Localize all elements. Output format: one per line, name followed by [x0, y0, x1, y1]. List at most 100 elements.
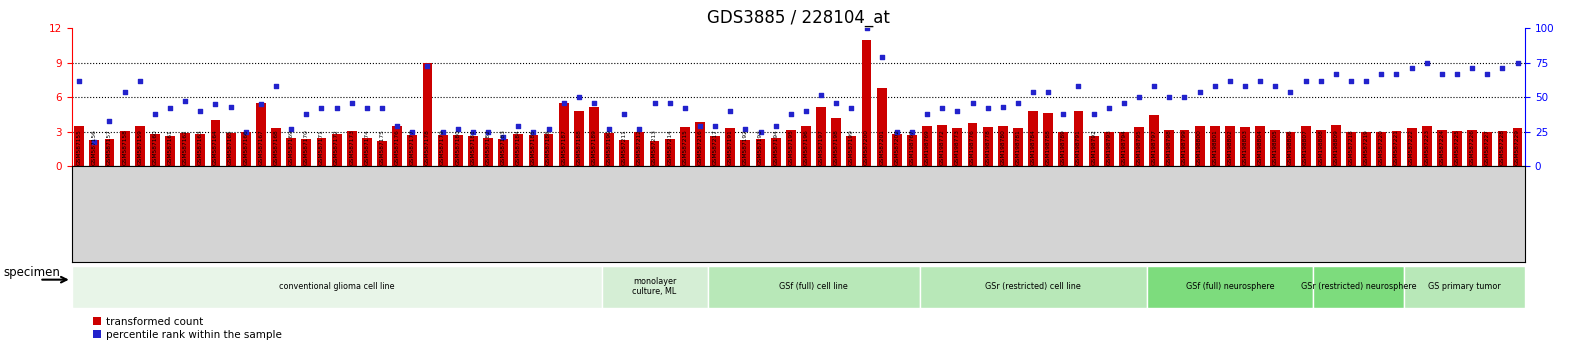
Point: [688, 124, 713, 129]
Point: [400, 129, 425, 135]
Bar: [847, 136, 856, 166]
Text: GDS3885 / 228104_at: GDS3885 / 228104_at: [707, 9, 890, 27]
Bar: [1270, 130, 1280, 166]
Point: [111, 89, 137, 95]
Bar: [543, 134, 554, 166]
Bar: [1347, 132, 1356, 166]
Bar: [210, 120, 220, 166]
Point: [914, 111, 939, 117]
Bar: [498, 139, 508, 166]
Bar: [1119, 132, 1129, 166]
Point: [778, 111, 804, 117]
Bar: [1164, 130, 1175, 166]
Point: [1126, 95, 1151, 100]
Point: [823, 100, 849, 106]
Bar: [529, 135, 538, 166]
Bar: [1043, 113, 1054, 166]
Bar: [952, 129, 962, 166]
Bar: [1468, 130, 1477, 166]
Point: [323, 105, 349, 111]
Point: [218, 104, 244, 110]
Point: [353, 105, 379, 111]
Point: [1430, 71, 1455, 77]
Bar: [968, 123, 977, 166]
Point: [1232, 84, 1258, 89]
Point: [293, 111, 318, 117]
Bar: [710, 136, 720, 166]
Bar: [982, 127, 992, 166]
Point: [1157, 95, 1183, 100]
Point: [567, 95, 592, 100]
Bar: [1331, 125, 1340, 166]
Point: [1353, 78, 1379, 84]
Bar: [1194, 126, 1205, 166]
Bar: [1210, 126, 1219, 166]
Bar: [1391, 131, 1401, 166]
Point: [763, 124, 788, 129]
Bar: [1180, 130, 1189, 166]
Point: [1218, 78, 1243, 84]
Point: [853, 25, 879, 31]
Text: GS primary tumor: GS primary tumor: [1428, 282, 1501, 291]
Bar: [605, 133, 615, 166]
Bar: [1301, 126, 1310, 166]
Bar: [756, 139, 766, 166]
Point: [172, 99, 197, 104]
Bar: [347, 131, 357, 166]
Bar: [589, 107, 599, 166]
FancyBboxPatch shape: [1404, 266, 1525, 308]
Bar: [831, 118, 841, 166]
Point: [67, 78, 92, 84]
Point: [1278, 89, 1304, 95]
Bar: [150, 134, 159, 166]
Point: [793, 108, 818, 114]
Bar: [1361, 132, 1371, 166]
Point: [309, 105, 334, 111]
Point: [142, 111, 167, 117]
Point: [430, 129, 455, 135]
Bar: [135, 126, 145, 166]
Point: [1490, 65, 1516, 71]
Point: [809, 92, 834, 97]
Bar: [619, 140, 629, 166]
Bar: [817, 107, 826, 166]
Point: [990, 104, 1016, 110]
Bar: [1317, 130, 1326, 166]
Point: [279, 126, 304, 132]
Bar: [696, 121, 705, 166]
Bar: [452, 135, 463, 166]
Point: [1414, 60, 1439, 66]
Bar: [1073, 111, 1084, 166]
Bar: [1134, 127, 1145, 166]
Bar: [317, 138, 326, 166]
Point: [1065, 84, 1091, 89]
Bar: [1013, 129, 1022, 166]
Bar: [119, 131, 129, 166]
FancyBboxPatch shape: [1313, 266, 1404, 308]
Bar: [271, 129, 280, 166]
Point: [627, 126, 653, 132]
Bar: [408, 135, 417, 166]
Text: GSr (restricted) cell line: GSr (restricted) cell line: [985, 282, 1081, 291]
Point: [1020, 89, 1046, 95]
Text: monolayer
culture, ML: monolayer culture, ML: [632, 277, 677, 296]
Bar: [559, 103, 568, 166]
Point: [1323, 71, 1348, 77]
Bar: [1059, 132, 1068, 166]
Point: [1248, 78, 1274, 84]
Point: [476, 129, 501, 135]
Text: GSf (full) neurosphere: GSf (full) neurosphere: [1186, 282, 1274, 291]
Point: [899, 129, 925, 135]
Point: [1399, 65, 1425, 71]
Bar: [861, 40, 871, 166]
Point: [1309, 78, 1334, 84]
Bar: [226, 133, 236, 166]
Point: [248, 101, 274, 107]
Bar: [771, 138, 780, 166]
FancyBboxPatch shape: [920, 266, 1146, 308]
Point: [490, 135, 516, 140]
Point: [1051, 111, 1076, 117]
Bar: [1224, 126, 1235, 166]
FancyBboxPatch shape: [707, 266, 920, 308]
Bar: [1512, 129, 1522, 166]
